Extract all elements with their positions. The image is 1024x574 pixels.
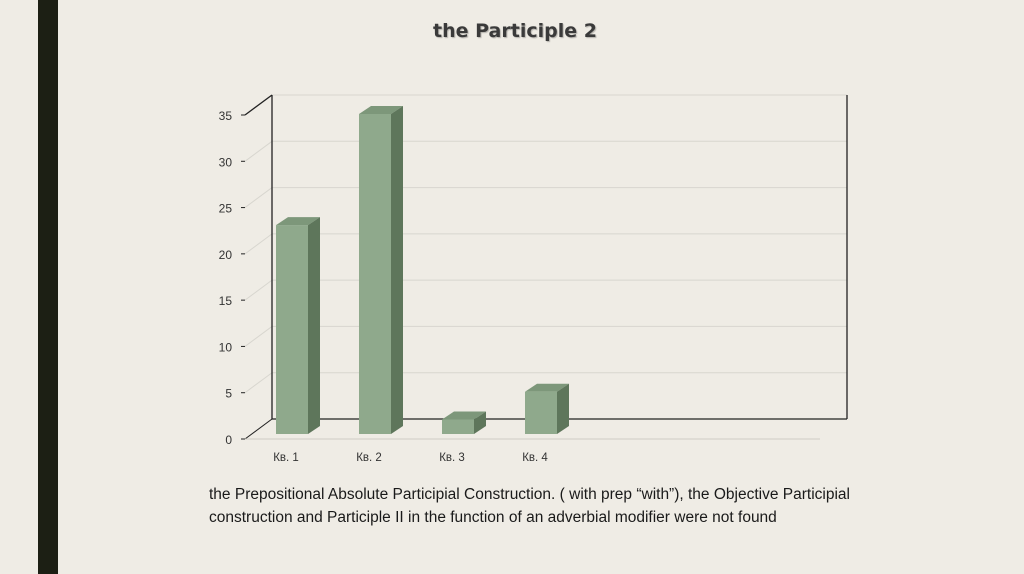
x-tick-label: Кв. 3	[439, 452, 465, 464]
y-axis-ticks: 0 5 10 15 20 25 30 35	[219, 109, 233, 447]
y-tick-label: 5	[225, 387, 232, 401]
bar-front-face	[359, 114, 391, 434]
bar-side-face	[557, 383, 569, 434]
bar-side-face	[474, 411, 486, 434]
y-tick-label: 25	[219, 202, 233, 216]
side-wall-top-edge	[244, 94, 273, 116]
x-tick-label: Кв. 1	[273, 452, 299, 464]
y-tick-label: 20	[219, 248, 233, 262]
y-tick-label: 0	[225, 433, 232, 447]
gridline-side	[244, 140, 273, 162]
y-tick-label: 35	[219, 109, 233, 123]
slide-caption: the Prepositional Absolute Participial C…	[209, 486, 850, 526]
bar-top-face	[525, 383, 569, 392]
bar-side-face	[391, 106, 403, 434]
gridline-side	[244, 372, 273, 394]
bar	[442, 411, 486, 434]
side-wall-bottom-edge	[244, 418, 273, 440]
bar	[359, 106, 403, 434]
bar-top-face	[442, 411, 486, 420]
bar-front-face	[442, 419, 474, 434]
y-tick-label: 30	[219, 155, 233, 169]
x-axis-ticks: Кв. 1 Кв. 2 Кв. 3 Кв. 4	[273, 452, 548, 464]
gridline-side	[244, 326, 273, 347]
chart-bars	[276, 106, 569, 434]
bar-front-face	[276, 225, 308, 434]
y-tick-label: 10	[219, 340, 233, 354]
bar	[276, 217, 320, 434]
bar	[525, 383, 569, 434]
page-title: the Participle 2	[433, 20, 597, 42]
x-tick-label: Кв. 2	[356, 452, 382, 464]
bar-side-face	[308, 217, 320, 434]
bar-front-face	[525, 391, 557, 434]
y-tick-label: 15	[219, 294, 233, 308]
x-tick-label: Кв. 4	[522, 452, 548, 464]
bar-top-face	[359, 106, 403, 114]
left-accent-bar	[38, 0, 58, 574]
bar-top-face	[276, 217, 320, 226]
gridline-side	[244, 233, 273, 255]
gridline-side	[244, 187, 273, 208]
gridline-side	[244, 279, 273, 301]
